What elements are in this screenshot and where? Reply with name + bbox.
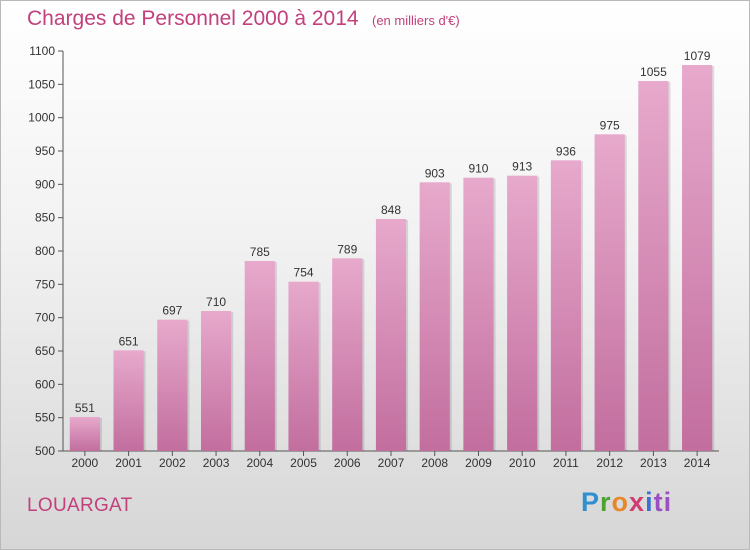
y-tick-label: 1050 (28, 77, 55, 91)
chart-title: Charges de Personnel 2000 à 2014 (27, 7, 359, 30)
bars: 551 651 697 710 785 754 789 848 903 910 913 936 975 1… (69, 49, 715, 452)
bar-value-label: 848 (381, 203, 401, 217)
y-tick-label: 1000 (28, 111, 55, 125)
bar-value-label: 1055 (640, 65, 667, 79)
x-tick-label: 2003 (203, 456, 230, 470)
proxiti-logo[interactable]: Proxiti (581, 487, 672, 518)
x-axis: 2000 2001 2002 2003 2004 2005 2006 2007 2008 2009… (63, 450, 719, 470)
x-tick-label: 2011 (553, 456, 579, 470)
bar-2000 (69, 417, 100, 451)
bar-2009 (463, 177, 494, 451)
x-tick-label: 2002 (159, 456, 186, 470)
x-tick-label: 2004 (246, 456, 273, 470)
x-tick-label: 2009 (465, 456, 492, 470)
y-tick-label: 900 (35, 177, 55, 191)
x-tick-label: 2007 (378, 456, 405, 470)
logo-letter: P (581, 487, 601, 517)
y-tick-label: 650 (35, 344, 55, 358)
bar-2006 (332, 258, 363, 451)
bar-2002 (157, 319, 188, 451)
bar-2012 (594, 134, 625, 452)
x-tick-label: 2000 (72, 456, 99, 470)
bar-value-label: 697 (162, 304, 182, 318)
bar-2005 (288, 281, 319, 451)
y-axis: 500 550 600 650 700 750 800 850 900 950 1000 1050 11… (28, 44, 64, 458)
x-tick-label: 2010 (509, 456, 536, 470)
x-tick-label: 2006 (334, 456, 361, 470)
logo-letter: o (611, 487, 630, 517)
bar-2013 (638, 81, 669, 451)
chart-subtitle: (en milliers d'€) (372, 13, 460, 28)
logo-letter: x (629, 487, 646, 517)
y-tick-label: 550 (35, 411, 55, 425)
bar-2007 (375, 219, 407, 451)
commune-name: LOUARGAT (27, 495, 133, 516)
bar-value-label: 651 (119, 334, 139, 348)
y-tick-label: 500 (35, 444, 55, 458)
bar-2001 (113, 350, 144, 451)
x-tick-label: 2008 (421, 456, 448, 470)
logo-letter: r (600, 487, 612, 517)
y-tick-label: 750 (35, 277, 55, 291)
x-tick-label: 2012 (596, 456, 623, 470)
bar-2010 (507, 175, 538, 451)
y-tick-label: 850 (35, 211, 55, 225)
y-tick-label: 950 (35, 144, 55, 158)
logo-letter: ti (653, 487, 673, 517)
bar-2004 (244, 261, 275, 451)
bar-value-label: 710 (206, 295, 226, 309)
bar-2014 (682, 65, 713, 451)
y-tick-label: 800 (35, 244, 55, 258)
bar-value-label: 785 (250, 245, 270, 259)
x-tick-label: 2005 (290, 456, 317, 470)
y-tick-label: 1100 (29, 44, 55, 58)
bar-value-label: 789 (337, 242, 357, 256)
bar-value-label: 1079 (684, 49, 711, 63)
y-tick-label: 700 (35, 311, 55, 325)
bar-value-label: 903 (425, 166, 445, 180)
bar-value-label: 913 (512, 160, 532, 174)
bar-value-label: 975 (600, 118, 620, 132)
bar-value-label: 551 (75, 401, 95, 415)
y-tick-label: 600 (35, 377, 55, 391)
bar-value-label: 936 (556, 144, 576, 158)
x-tick-label: 2001 (115, 456, 142, 470)
bar-2008 (419, 182, 450, 452)
bar-value-label: 910 (468, 162, 488, 176)
bar-2011 (550, 160, 582, 452)
x-tick-label: 2014 (684, 456, 711, 470)
bar-2003 (200, 311, 232, 451)
bar-value-label: 754 (294, 266, 314, 280)
x-tick-label: 2013 (640, 456, 667, 470)
logo-letter: i (645, 487, 654, 517)
